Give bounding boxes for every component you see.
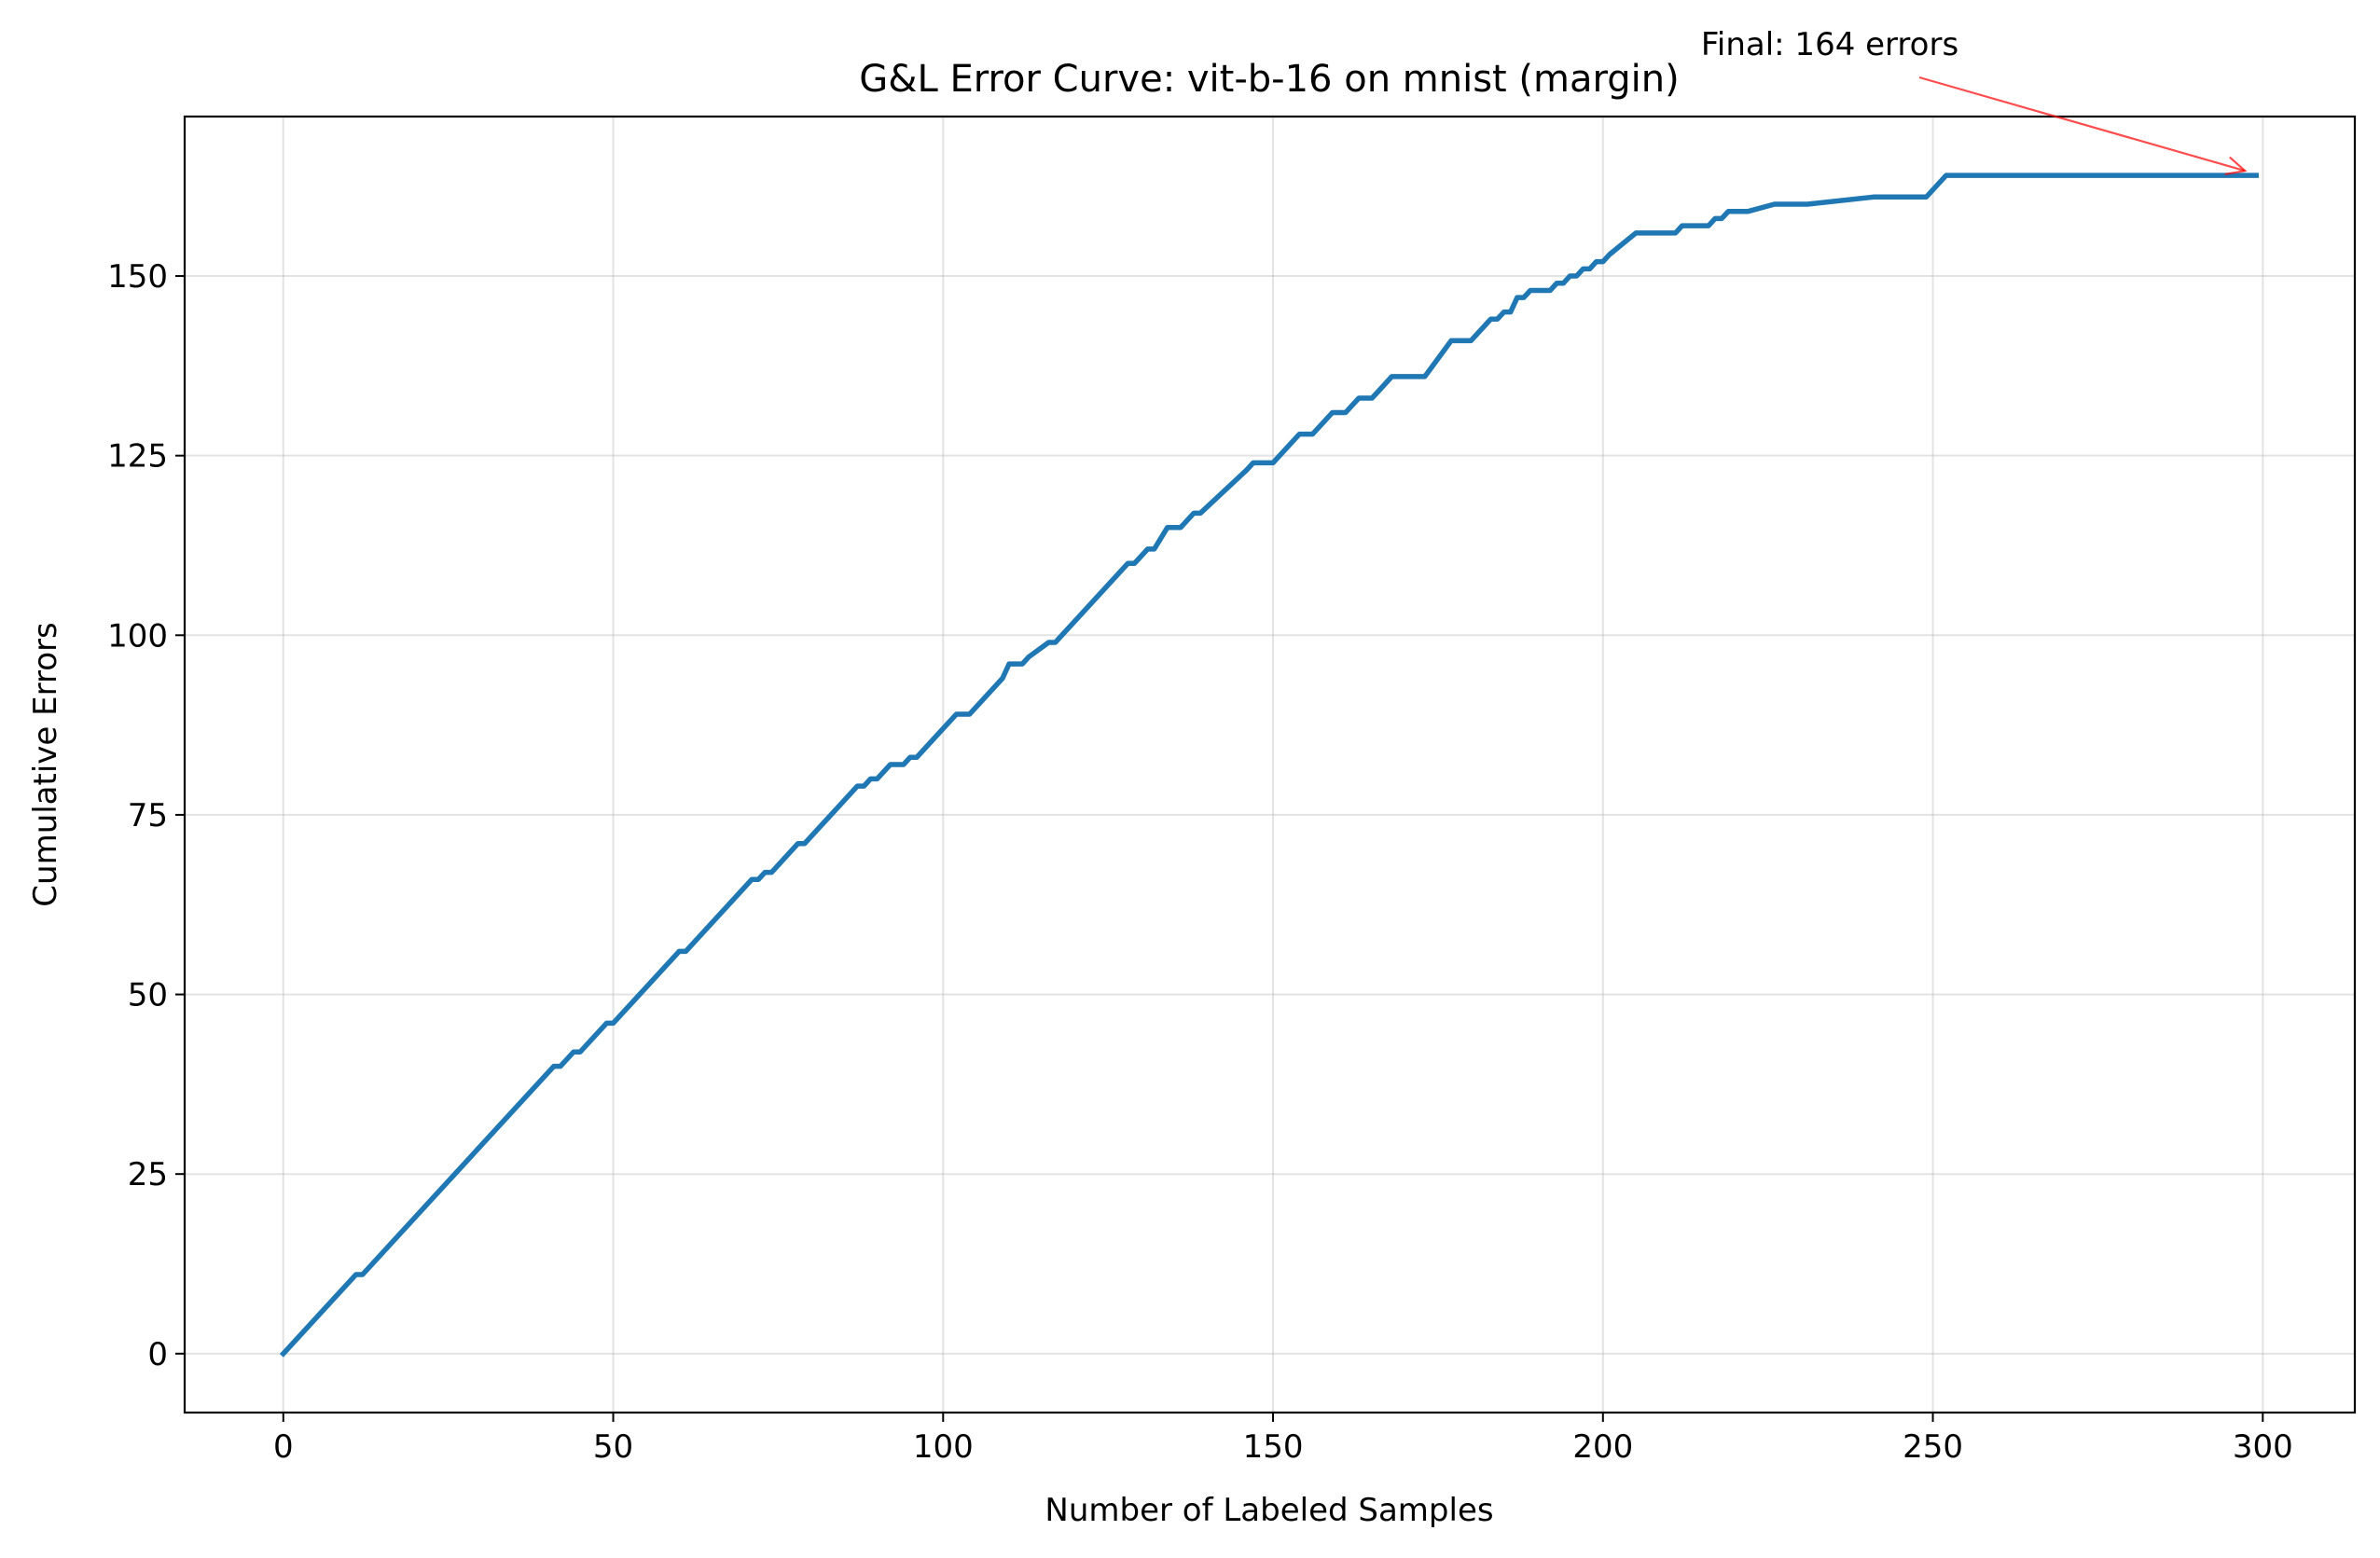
x-tick-label: 0: [273, 1428, 294, 1466]
y-tick-label: 25: [128, 1156, 168, 1193]
x-tick-label: 300: [2233, 1428, 2293, 1466]
annotation-group: Final: 164 errors: [1701, 26, 2248, 176]
data-series-layer: [279, 172, 2259, 1358]
x-tick-label: 200: [1572, 1428, 1633, 1466]
y-tick-label: 150: [107, 258, 168, 296]
plot-area-frame: [183, 115, 2357, 1414]
x-axis-label: Number of Labeled Samples: [1045, 1492, 1493, 1529]
annotation-arrowhead: [2224, 156, 2248, 176]
y-tick-label: 125: [107, 438, 168, 476]
y-tick-label: 100: [107, 617, 168, 655]
x-tick-label: 50: [593, 1428, 633, 1466]
y-tick-label: 75: [128, 797, 168, 834]
annotation-arrow: [1918, 76, 2246, 172]
annotation-label: Final: 164 errors: [1701, 26, 1958, 63]
x-tick-label: 150: [1243, 1428, 1304, 1466]
chart-title: G&L Error Curve: vit-b-16 on mnist (marg…: [859, 58, 1679, 101]
x-tick-label: 250: [1903, 1428, 1963, 1466]
axis-ticks: 0 50 100 150 200 250 300 0 25 50 75 100 125 150: [107, 258, 2293, 1466]
y-tick-label: 50: [128, 977, 168, 1014]
x-tick-label: 100: [913, 1428, 974, 1466]
y-axis-label: Cumulative Errors: [27, 622, 64, 906]
grid-lines: [185, 117, 2355, 1413]
y-tick-label: 0: [147, 1336, 168, 1373]
series-line: [279, 172, 2259, 1358]
